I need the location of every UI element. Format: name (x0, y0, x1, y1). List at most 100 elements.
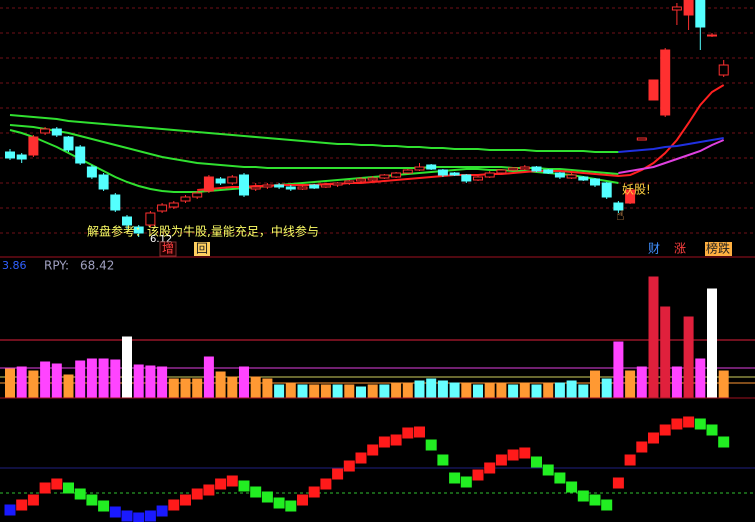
candle-body (660, 49, 671, 116)
step-block (554, 472, 566, 484)
step-block (437, 454, 449, 466)
step-block (484, 462, 496, 474)
candle-body (40, 128, 51, 134)
bar (110, 359, 121, 398)
candle-body (461, 174, 472, 182)
bar (215, 371, 226, 398)
badge-box (705, 242, 732, 256)
bar (543, 382, 554, 398)
bar (63, 374, 74, 398)
bar (449, 382, 460, 398)
candle-body (683, 0, 694, 16)
bar (437, 380, 448, 398)
bar (519, 382, 530, 398)
bar (239, 366, 249, 398)
bar (636, 366, 647, 398)
badge: 回 (196, 242, 208, 256)
bar (309, 384, 320, 398)
candle-body (648, 79, 659, 101)
badge: 涨 (674, 241, 686, 256)
bar (414, 380, 425, 398)
step-block (659, 424, 671, 436)
candle-body (16, 154, 27, 160)
bar (203, 356, 214, 398)
candle-body (402, 169, 413, 174)
step-block (144, 510, 156, 522)
candle-body (437, 169, 448, 176)
bar (297, 384, 308, 398)
step-block (98, 500, 110, 512)
candle-body (227, 176, 238, 184)
bar (484, 382, 495, 398)
candle-body (63, 136, 74, 151)
step-block (367, 444, 379, 456)
annotation: 解盘参考：该股为牛股,量能充足，中线参与 (87, 224, 319, 239)
candle-body (250, 186, 261, 190)
bar (648, 276, 659, 398)
step-block (449, 472, 461, 484)
candle-body (718, 64, 729, 76)
badge: 财 (648, 242, 660, 256)
step-block (589, 494, 601, 506)
candle-body (297, 186, 308, 190)
step-block (343, 460, 355, 472)
step-block (285, 500, 297, 512)
step-block (414, 426, 425, 438)
candle-body (98, 174, 109, 190)
candle-body (309, 184, 320, 189)
step-block (261, 491, 273, 503)
candle-body (578, 176, 589, 181)
bar (426, 378, 437, 398)
bar (566, 380, 577, 398)
bar (508, 384, 519, 398)
candle-body (601, 182, 612, 198)
candle-body (86, 166, 97, 178)
candle-body (508, 167, 519, 171)
bar (320, 384, 331, 398)
bar (227, 376, 238, 398)
bar (683, 316, 694, 398)
candle-body (554, 172, 565, 178)
step-block (636, 441, 648, 453)
bar (122, 336, 132, 398)
candle-body (531, 166, 542, 172)
candle-body (484, 172, 495, 178)
bar (168, 378, 179, 398)
candle-body (262, 184, 273, 188)
step-block (133, 512, 145, 522)
step-block (577, 490, 589, 502)
ma-line (9, 114, 619, 153)
step-block (718, 436, 730, 448)
candle-body (391, 172, 402, 178)
step-block (121, 510, 133, 522)
step-block (238, 480, 250, 492)
bar (285, 382, 296, 398)
step-block (39, 482, 51, 494)
candle-body (192, 192, 203, 198)
step-block (51, 478, 63, 490)
step-block (215, 478, 227, 490)
badge: 榜跌 (706, 241, 730, 256)
candle-body (51, 128, 62, 136)
bar (356, 386, 366, 398)
bar (145, 365, 156, 398)
candle-body (473, 176, 483, 181)
step-block (601, 499, 613, 511)
bar (75, 360, 86, 398)
side-value: 3.86 (2, 259, 27, 272)
step-block (273, 497, 285, 509)
bar (473, 384, 483, 398)
badge-box (159, 241, 177, 257)
candle-body (215, 178, 226, 184)
candle-body (590, 178, 600, 186)
candle-body (449, 172, 460, 176)
candle-body (168, 202, 179, 208)
candle-body (367, 177, 378, 181)
candle-body (613, 202, 624, 211)
candle-body (344, 180, 355, 184)
callout: 妖股! (622, 183, 651, 197)
bar (379, 384, 390, 398)
bar (496, 382, 507, 398)
bar (590, 370, 600, 398)
step-block (250, 486, 262, 498)
